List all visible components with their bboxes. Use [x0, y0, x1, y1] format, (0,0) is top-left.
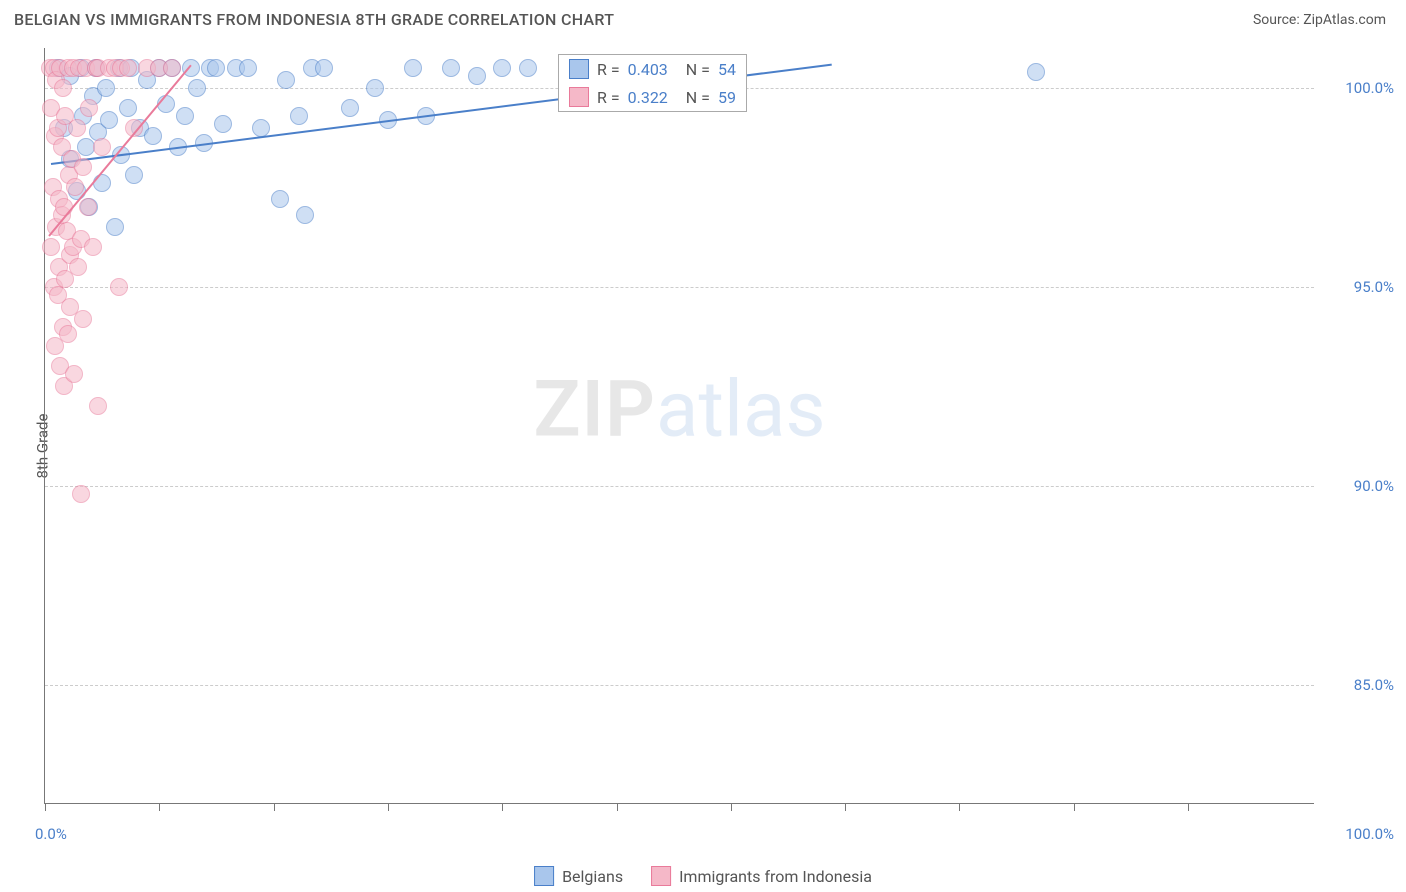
data-point	[404, 59, 422, 77]
x-tick	[159, 803, 160, 811]
x-tick	[274, 803, 275, 811]
data-point	[119, 99, 137, 117]
data-point	[125, 166, 143, 184]
data-point	[277, 71, 295, 89]
stats-n-label: N =	[686, 88, 710, 107]
data-point	[93, 138, 111, 156]
data-point	[106, 218, 124, 236]
data-point	[207, 59, 225, 77]
data-point	[119, 59, 137, 77]
stats-n-value: 54	[718, 60, 736, 79]
x-tick	[1074, 803, 1075, 811]
data-point	[442, 59, 460, 77]
data-point	[42, 238, 60, 256]
data-point	[214, 115, 232, 133]
source-prefix: Source:	[1253, 12, 1303, 28]
data-point	[366, 79, 384, 97]
data-point	[493, 59, 511, 77]
data-point	[163, 59, 181, 77]
data-point	[1027, 63, 1045, 81]
gridline	[45, 486, 1314, 487]
data-point	[176, 107, 194, 125]
data-point	[239, 59, 257, 77]
x-tick	[388, 803, 389, 811]
data-point	[80, 99, 98, 117]
data-point	[54, 79, 72, 97]
x-tick	[1188, 803, 1189, 811]
chart-title: BELGIAN VS IMMIGRANTS FROM INDONESIA 8TH…	[14, 10, 614, 29]
legend-label: Immigrants from Indonesia	[679, 867, 872, 886]
data-point	[296, 206, 314, 224]
data-point	[110, 278, 128, 296]
data-point	[271, 190, 289, 208]
gridline	[45, 685, 1314, 686]
stats-swatch	[569, 59, 589, 79]
source-name: ZipAtlas.com	[1303, 12, 1386, 28]
stats-r-value: 0.403	[628, 60, 668, 79]
stats-r-value: 0.322	[628, 88, 668, 107]
legend-swatch	[651, 866, 671, 886]
data-point	[68, 119, 86, 137]
chart-header: BELGIAN VS IMMIGRANTS FROM INDONESIA 8TH…	[0, 0, 1406, 37]
data-point	[290, 107, 308, 125]
x-tick	[617, 803, 618, 811]
data-point	[79, 198, 97, 216]
stats-r-label: R =	[597, 60, 620, 79]
data-point	[84, 238, 102, 256]
x-tick	[959, 803, 960, 811]
data-point	[97, 79, 115, 97]
stats-swatch	[569, 87, 589, 107]
stats-row: R = 0.322 N = 59	[559, 83, 746, 111]
data-point	[100, 111, 118, 129]
stats-n-label: N =	[686, 60, 710, 79]
data-point	[69, 258, 87, 276]
x-tick	[502, 803, 503, 811]
data-point	[252, 119, 270, 137]
x-tick	[845, 803, 846, 811]
data-point	[341, 99, 359, 117]
chart-source: Source: ZipAtlas.com	[1253, 12, 1386, 28]
watermark-zip: ZIP	[533, 365, 656, 456]
data-point	[519, 59, 537, 77]
legend-item: Immigrants from Indonesia	[651, 866, 872, 886]
y-tick-label: 95.0%	[1324, 278, 1394, 296]
x-label-min: 0.0%	[35, 825, 67, 843]
x-tick	[45, 803, 46, 811]
legend-swatch	[534, 866, 554, 886]
watermark-atlas: atlas	[656, 365, 826, 456]
y-tick-label: 100.0%	[1324, 79, 1394, 97]
data-point	[74, 310, 92, 328]
x-label-max: 100.0%	[1345, 825, 1394, 843]
stats-box: R = 0.403 N = 54 R = 0.322 N = 59	[558, 54, 747, 112]
data-point	[72, 485, 90, 503]
stats-n-value: 59	[718, 88, 736, 107]
y-tick-label: 90.0%	[1324, 477, 1394, 495]
x-tick	[731, 803, 732, 811]
chart-legend: Belgians Immigrants from Indonesia	[534, 866, 872, 886]
legend-item: Belgians	[534, 866, 623, 886]
data-point	[144, 127, 162, 145]
stats-row: R = 0.403 N = 54	[559, 55, 746, 83]
data-point	[59, 325, 77, 343]
stats-r-label: R =	[597, 88, 620, 107]
scatter-chart: ZIPatlas 100.0%95.0%90.0%85.0%0.0%100.0%	[44, 48, 1314, 804]
gridline	[45, 287, 1314, 288]
data-point	[89, 397, 107, 415]
data-point	[188, 79, 206, 97]
data-point	[74, 158, 92, 176]
data-point	[315, 59, 333, 77]
legend-label: Belgians	[562, 867, 623, 886]
y-tick-label: 85.0%	[1324, 676, 1394, 694]
data-point	[468, 67, 486, 85]
data-point	[65, 365, 83, 383]
watermark: ZIPatlas	[533, 365, 825, 456]
